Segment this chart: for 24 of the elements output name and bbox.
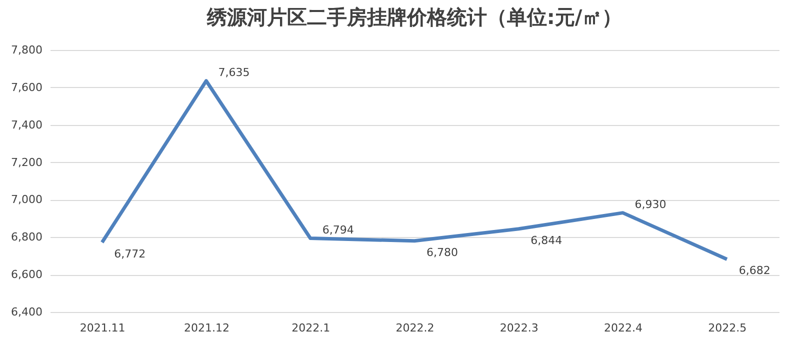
chart-title: 绣源河片区二手房挂牌价格统计（单位:元/㎡） [206,5,622,29]
y-tick-label: 6,600 [11,268,42,282]
y-tick-label: 7,200 [11,156,42,169]
data-label: 7,635 [218,66,250,79]
x-tick-label: 2022.4 [604,322,643,334]
x-tick-label: 2022.3 [500,322,538,334]
x-tick-label: 2021.12 [184,322,230,334]
y-tick-label: 6,400 [11,306,42,318]
data-label: 6,844 [530,234,562,247]
data-label: 6,794 [322,223,354,236]
y-tick-label: 7,600 [11,80,42,94]
data-label: 6,930 [634,198,666,211]
y-tick-label: 6,800 [11,230,42,244]
data-label: 6,682 [738,264,770,278]
x-tick-label: 2022.5 [708,322,747,334]
y-tick-label: 7,800 [11,44,42,56]
x-tick-label: 2022.2 [396,322,434,334]
data-label: 6,780 [426,246,458,259]
y-tick-label: 7,400 [11,118,42,132]
y-tick-label: 7,000 [11,193,42,206]
x-tick-label: 2021.11 [80,322,126,334]
data-label: 6,772 [114,247,146,260]
x-tick-label: 2022.1 [292,322,330,334]
line-series [100,79,729,261]
